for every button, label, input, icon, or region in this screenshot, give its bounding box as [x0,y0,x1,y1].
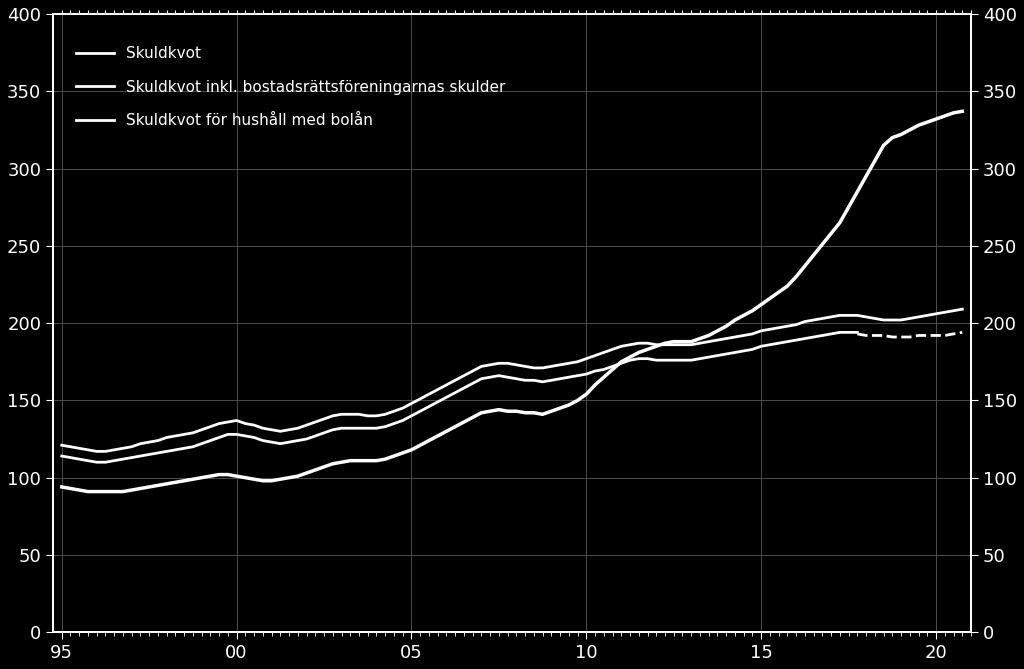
Skuldkvot för hushåll med bolån [82,488,94,496]
Skuldkvot inkl. bostadsrättsföreningarnas skulder [55,452,68,460]
Skuldkvot [82,446,94,454]
Skuldkvot för hushåll med bolån [510,407,522,415]
Skuldkvot inkl. bostadsrättsföreningarnas skulder [851,328,863,337]
Skuldkvot [90,448,102,456]
Skuldkvot [327,412,339,420]
Skuldkvot [55,441,68,449]
Skuldkvot [292,424,304,432]
Skuldkvot [956,305,969,313]
Skuldkvot [886,316,898,324]
Skuldkvot för hushåll med bolån [292,472,304,480]
Skuldkvot [930,310,942,318]
Skuldkvot för hushåll med bolån [327,460,339,468]
Skuldkvot för hushåll med bolån [956,107,969,115]
Skuldkvot [510,361,522,369]
Line: Skuldkvot: Skuldkvot [61,309,963,452]
Skuldkvot inkl. bostadsrättsföreningarnas skulder [702,353,715,361]
Skuldkvot inkl. bostadsrättsföreningarnas skulder [650,356,663,364]
Legend: Skuldkvot, Skuldkvot inkl. bostadsrättsföreningarnas skulder, Skuldkvot för hush: Skuldkvot, Skuldkvot inkl. bostadsrättsf… [70,40,512,134]
Line: Skuldkvot för hushåll med bolån: Skuldkvot för hushåll med bolån [61,111,963,492]
Skuldkvot inkl. bostadsrättsföreningarnas skulder [537,378,549,386]
Skuldkvot inkl. bostadsrättsföreningarnas skulder [90,458,102,466]
Line: Skuldkvot inkl. bostadsrättsföreningarnas skulder: Skuldkvot inkl. bostadsrättsföreningarna… [61,332,857,462]
Skuldkvot inkl. bostadsrättsföreningarnas skulder [685,356,697,364]
Skuldkvot inkl. bostadsrättsföreningarnas skulder [729,349,741,357]
Skuldkvot inkl. bostadsrättsföreningarnas skulder [694,355,707,363]
Skuldkvot för hushåll med bolån [886,134,898,142]
Skuldkvot för hushåll med bolån [55,483,68,491]
Skuldkvot för hushåll med bolån [90,488,102,496]
Skuldkvot inkl. bostadsrättsföreningarnas skulder [834,328,846,337]
Skuldkvot för hushåll med bolån [930,115,942,123]
